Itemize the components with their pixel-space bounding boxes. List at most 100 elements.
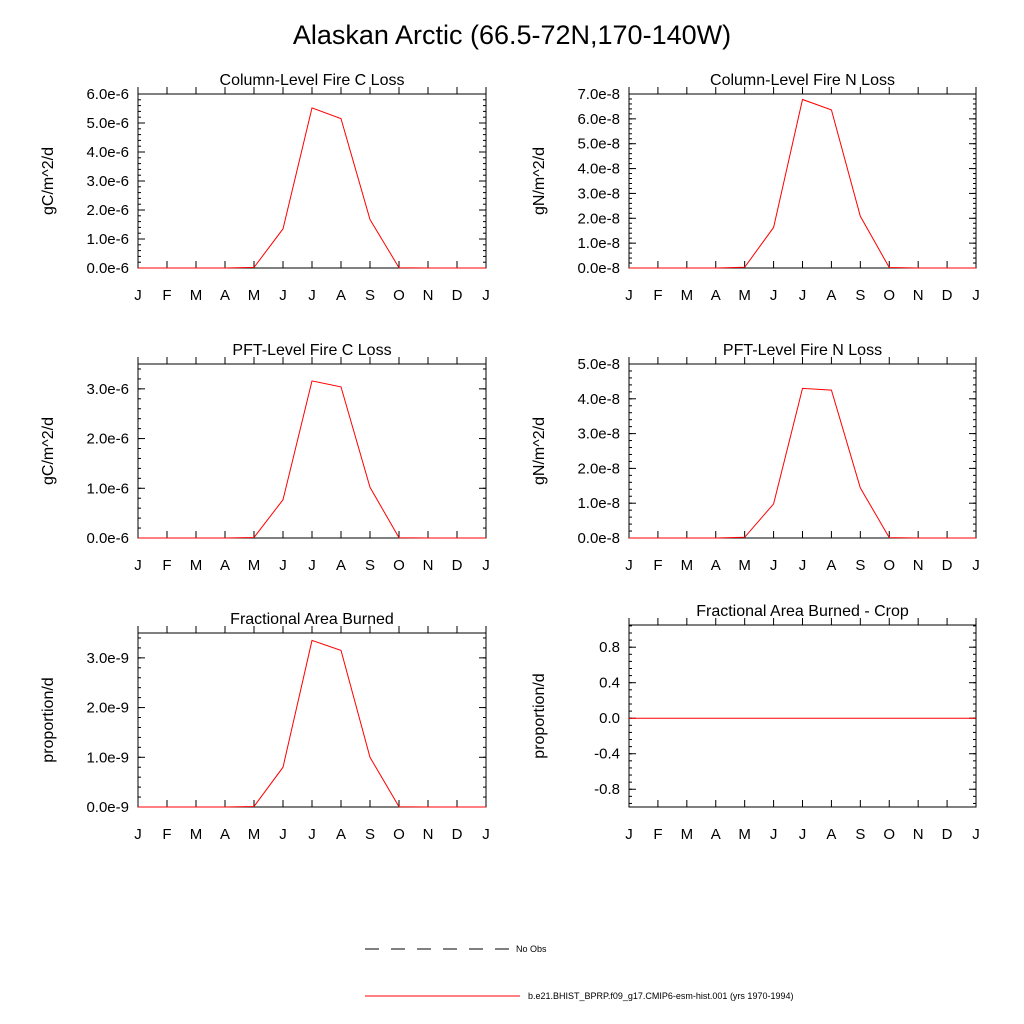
chart-panel-4: J F M A M J J A S O N D J0.0e-81.0e-82.0e-83.0e-84.0…	[531, 342, 980, 574]
x-tick-label: N	[913, 557, 924, 574]
y-tick-label: 1.0e-6	[86, 480, 129, 497]
x-tick-label: D	[942, 287, 953, 304]
x-tick-label: J	[308, 826, 316, 843]
x-tick-label: M	[248, 287, 261, 304]
y-tick-label: -0.4	[594, 746, 620, 763]
x-tick-label: J	[308, 287, 316, 304]
x-tick-label: S	[365, 826, 375, 843]
y-tick-label: 3.0e-6	[86, 381, 129, 398]
y-tick-label: 2.0e-6	[86, 431, 129, 448]
x-tick-label: A	[220, 557, 230, 574]
x-tick-label: J	[482, 557, 490, 574]
x-tick-label: J	[279, 287, 287, 304]
chart-title: Column-Level Fire C Loss	[220, 72, 405, 89]
x-tick-label: A	[336, 826, 346, 843]
x-tick-label: M	[248, 826, 261, 843]
y-tick-label: 4.0e-8	[577, 161, 620, 178]
chart-title: PFT-Level Fire N Loss	[723, 342, 882, 359]
y-axis-label: gC/m^2/d	[40, 417, 57, 485]
y-tick-label: 0.0	[599, 710, 620, 727]
y-tick-label: 7.0e-8	[577, 86, 620, 103]
series-line	[629, 98, 976, 269]
chart-panel-1: J F M A M J J A S O N D J0.0e-61.0e-62.0e-63.0e-64.0…	[40, 72, 490, 304]
y-tick-label: 6.0e-8	[577, 111, 620, 128]
x-tick-label: N	[423, 557, 434, 574]
x-tick-label: D	[942, 557, 953, 574]
x-tick-label: A	[711, 287, 721, 304]
x-tick-label: F	[653, 287, 662, 304]
x-tick-label: O	[393, 826, 405, 843]
y-tick-label: 2.0e-8	[577, 460, 620, 477]
plot-frame	[137, 363, 487, 539]
x-tick-label: F	[162, 287, 171, 304]
x-tick-label: A	[220, 287, 230, 304]
x-tick-label: J	[799, 826, 807, 843]
x-tick-label: F	[162, 826, 171, 843]
chart-panel-6: J F M A M J J A S O N D J-0.8-0.40.00.40.8Fractional…	[531, 603, 980, 843]
x-tick-label: A	[336, 557, 346, 574]
x-tick-label: M	[248, 557, 261, 574]
x-tick-label: J	[972, 557, 980, 574]
x-tick-label: O	[883, 826, 895, 843]
x-tick-label: M	[190, 826, 203, 843]
x-tick-label: S	[365, 287, 375, 304]
x-tick-label: A	[826, 826, 836, 843]
x-tick-label: S	[855, 287, 865, 304]
x-tick-label: J	[799, 557, 807, 574]
x-tick-label: M	[681, 287, 694, 304]
y-tick-label: 0.0e-6	[86, 530, 129, 547]
x-tick-label: S	[365, 557, 375, 574]
x-tick-label: J	[770, 287, 778, 304]
x-tick-label: J	[770, 557, 778, 574]
x-tick-label: A	[220, 826, 230, 843]
y-tick-label: 1.0e-8	[577, 235, 620, 252]
x-tick-label: J	[482, 826, 490, 843]
y-tick-label: 2.0e-8	[577, 210, 620, 227]
page-title: Alaskan Arctic (66.5-72N,170-140W)	[292, 20, 732, 50]
series-line	[138, 380, 486, 539]
x-tick-label: F	[653, 826, 662, 843]
y-tick-label: 5.0e-8	[577, 136, 620, 153]
x-tick-label: D	[452, 287, 463, 304]
y-tick-label: 3.0e-6	[86, 173, 129, 190]
x-tick-label: J	[972, 287, 980, 304]
chart-title: Fractional Area Burned	[230, 611, 394, 628]
y-tick-label: 2.0e-6	[86, 202, 129, 219]
y-tick-label: -0.8	[594, 781, 620, 798]
y-tick-label: 5.0e-6	[86, 115, 129, 132]
x-tick-label: M	[190, 287, 203, 304]
x-tick-label: O	[883, 287, 895, 304]
y-tick-label: 6.0e-6	[86, 86, 129, 103]
chart-title: Column-Level Fire N Loss	[710, 72, 895, 89]
plot-frame	[628, 93, 977, 269]
x-tick-label: J	[625, 826, 633, 843]
x-tick-label: D	[452, 826, 463, 843]
x-tick-label: O	[883, 557, 895, 574]
x-tick-label: M	[738, 826, 751, 843]
y-tick-label: 0.4	[599, 675, 620, 692]
y-tick-label: 2.0e-9	[86, 700, 129, 717]
y-axis-label: gN/m^2/d	[531, 147, 548, 215]
x-tick-label: D	[942, 826, 953, 843]
x-tick-label: N	[423, 826, 434, 843]
chart-title: PFT-Level Fire C Loss	[232, 342, 391, 359]
y-tick-label: 0.0e-8	[577, 530, 620, 547]
y-tick-label: 0.0e-9	[86, 799, 129, 816]
y-axis-label: proportion/d	[531, 673, 548, 758]
x-tick-label: J	[972, 826, 980, 843]
x-tick-label: J	[482, 287, 490, 304]
x-tick-label: N	[913, 826, 924, 843]
x-tick-label: S	[855, 826, 865, 843]
y-tick-label: 0.0e-6	[86, 260, 129, 277]
x-tick-label: D	[452, 557, 463, 574]
plot-frame	[137, 632, 487, 808]
x-tick-label: J	[134, 287, 142, 304]
x-tick-label: M	[190, 557, 203, 574]
plot-frame	[137, 93, 487, 269]
x-tick-label: M	[738, 557, 751, 574]
y-tick-label: 3.0e-9	[86, 650, 129, 667]
y-tick-label: 1.0e-9	[86, 749, 129, 766]
x-tick-label: N	[423, 287, 434, 304]
y-axis-label: proportion/d	[40, 677, 57, 762]
